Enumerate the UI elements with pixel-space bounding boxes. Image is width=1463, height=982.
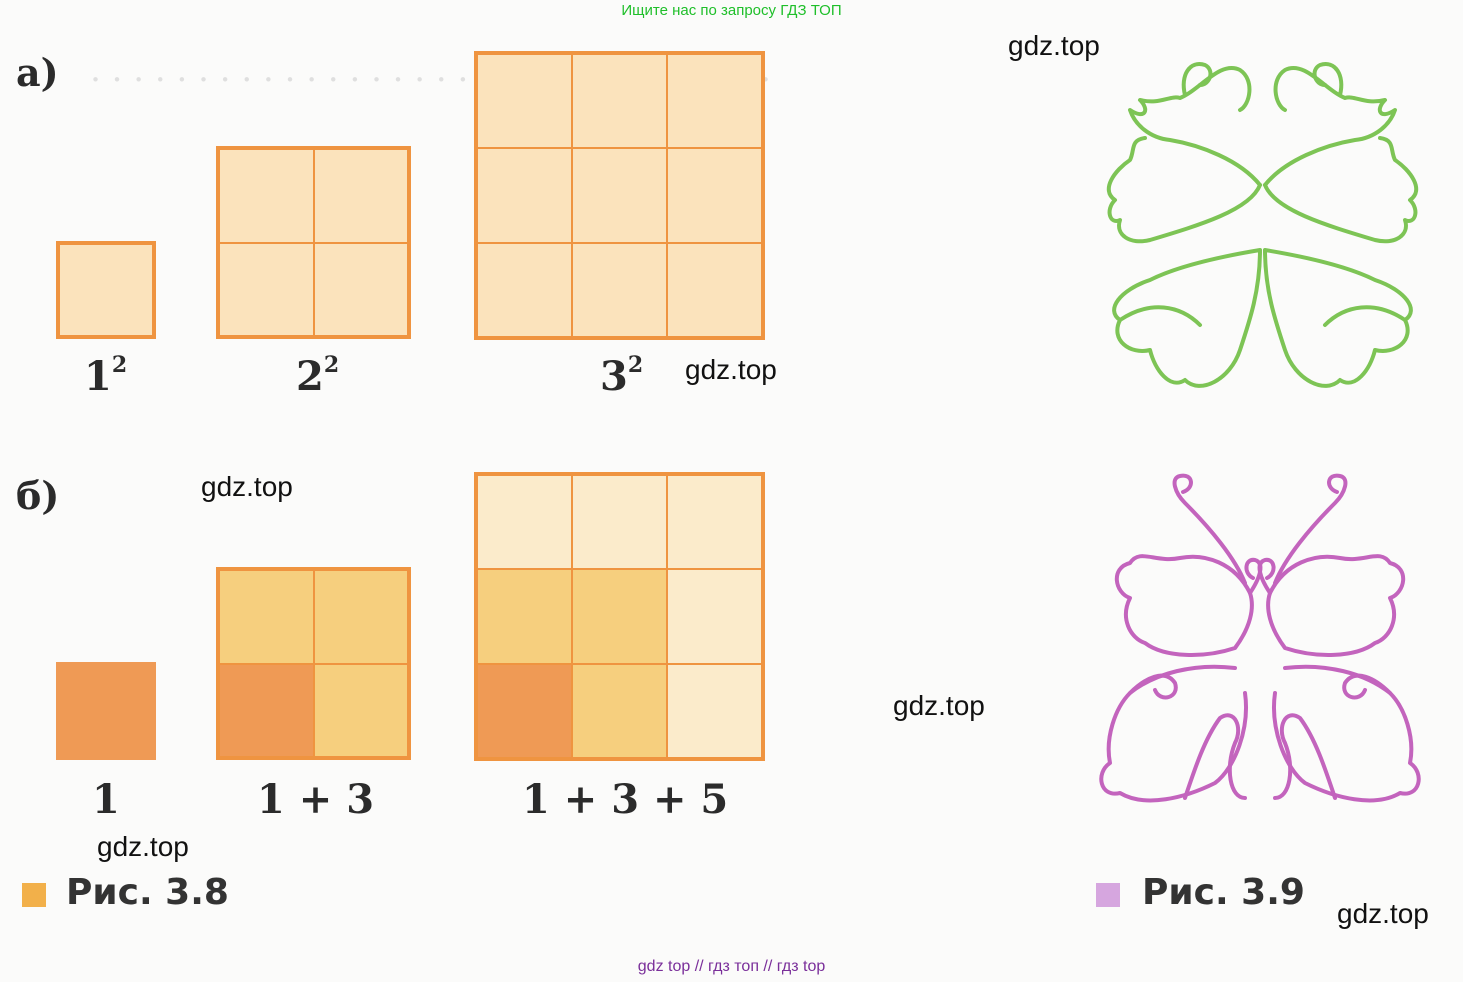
square-label-2: 22 [296, 352, 340, 400]
watermark: gdz.top [97, 831, 189, 862]
layered-square-2 [216, 567, 411, 760]
watermark: gdz.top [201, 471, 293, 502]
layered-square-1 [56, 662, 156, 760]
square-cell [667, 663, 762, 758]
purple-butterfly-outline-icon [1099, 473, 1421, 803]
square-cell [572, 663, 667, 758]
figure-b-label: б) [16, 473, 60, 518]
square-cell [572, 54, 667, 149]
watermark: gdz.top [1337, 898, 1429, 929]
square-cell [477, 54, 572, 149]
caption-color-mark [22, 883, 46, 907]
square-cell [313, 149, 408, 243]
square-cell [667, 242, 762, 337]
square-cell [59, 665, 153, 757]
watermark: gdz.top [685, 354, 777, 385]
square-cell [219, 242, 314, 336]
square-cell [477, 663, 572, 758]
square-cell [219, 663, 314, 757]
caption-fig-3-8: Рис. 3.8 [66, 872, 229, 913]
square-cell [477, 569, 572, 664]
square-label-3: 32 [600, 352, 644, 400]
square-cell [477, 148, 572, 243]
square-1x1 [56, 241, 156, 339]
top-banner[interactable]: Ищите нас по запросу ГДЗ ТОП [621, 2, 842, 19]
square-2x2 [216, 146, 411, 339]
square-cell [219, 570, 314, 664]
layered-square-3 [474, 472, 765, 761]
square-cell [477, 475, 572, 570]
watermark: gdz.top [1008, 30, 1100, 61]
square-label-1: 12 [84, 352, 128, 400]
square-cell [667, 54, 762, 149]
square-cell [667, 148, 762, 243]
green-butterfly-outline-icon [1106, 62, 1419, 388]
sum-label-3: 1 + 3 + 5 [522, 776, 729, 823]
caption-fig-3-9: Рис. 3.9 [1142, 872, 1305, 913]
caption-color-mark [1096, 883, 1120, 907]
square-cell [313, 663, 408, 757]
square-cell [59, 244, 153, 336]
sum-label-1: 1 [92, 776, 120, 823]
bottom-banner[interactable]: gdz top // гдз топ // гдз top [637, 958, 826, 975]
square-cell [313, 570, 408, 664]
square-cell [667, 569, 762, 664]
square-cell [572, 475, 667, 570]
sum-label-2: 1 + 3 [257, 776, 375, 823]
square-cell [572, 148, 667, 243]
square-cell [219, 149, 314, 243]
figure-a-label: а) [16, 50, 59, 95]
square-cell [572, 242, 667, 337]
square-cell [572, 569, 667, 664]
square-3x3 [474, 51, 765, 340]
square-cell [667, 475, 762, 570]
watermark: gdz.top [893, 690, 985, 721]
square-cell [477, 242, 572, 337]
square-cell [313, 242, 408, 336]
